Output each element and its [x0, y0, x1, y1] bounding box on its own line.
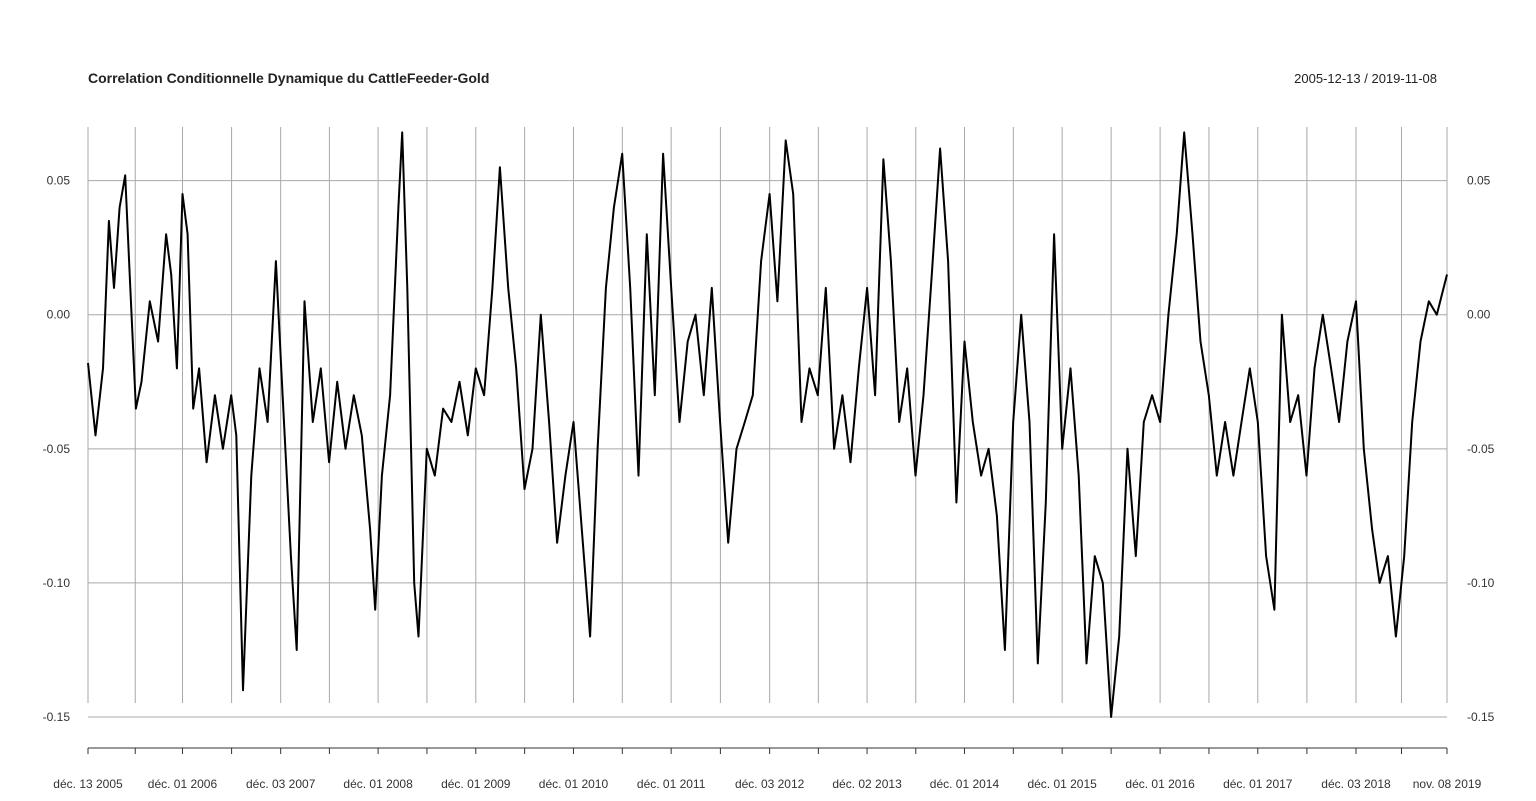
y-tick-label-left: -0.10: [43, 576, 71, 590]
x-tick-label: déc. 01 2017: [1223, 777, 1293, 791]
x-tick-label: déc. 01 2010: [539, 777, 609, 791]
x-tick-label: déc. 02 2013: [832, 777, 902, 791]
x-tick-label: déc. 01 2011: [637, 777, 706, 791]
y-tick-label-left: 0.05: [47, 174, 71, 188]
date-range-label: 2005-12-13 / 2019-11-08: [1294, 71, 1437, 86]
series-layer: [87, 131, 1448, 718]
chart-title: Correlation Conditionnelle Dynamique du …: [88, 70, 489, 86]
y-tick-label-right: -0.15: [1467, 710, 1495, 724]
x-tick-label: déc. 03 2007: [246, 777, 316, 791]
y-tick-label-right: -0.05: [1467, 442, 1495, 456]
x-tick-label: déc. 03 2018: [1321, 777, 1391, 791]
x-tick-label: déc. 03 2012: [735, 777, 805, 791]
x-tick-label: déc. 01 2015: [1027, 777, 1097, 791]
x-tick-label: nov. 08 2019: [1413, 777, 1482, 791]
x-tick-label: déc. 13 2005: [53, 777, 123, 791]
x-tick-label: déc. 01 2006: [148, 777, 218, 791]
x-tick-label: déc. 01 2014: [930, 777, 1000, 791]
x-tick-label: déc. 01 2009: [441, 777, 511, 791]
y-tick-label-right: 0.05: [1467, 174, 1491, 188]
y-tick-label-left: 0.00: [47, 308, 71, 322]
y-tick-label-left: -0.15: [43, 710, 71, 724]
series-line: [87, 131, 1448, 718]
y-tick-label-right: 0.00: [1467, 308, 1491, 322]
x-tick-label: déc. 01 2016: [1125, 777, 1195, 791]
x-tick-label: déc. 01 2008: [343, 777, 413, 791]
axes: 0.05 0.05 0.00 0.00 -0.05 -0.05 -0.10 -0.10 -0.1…: [43, 174, 1495, 791]
y-tick-label-right: -0.10: [1467, 576, 1495, 590]
y-tick-label-left: -0.05: [43, 442, 71, 456]
